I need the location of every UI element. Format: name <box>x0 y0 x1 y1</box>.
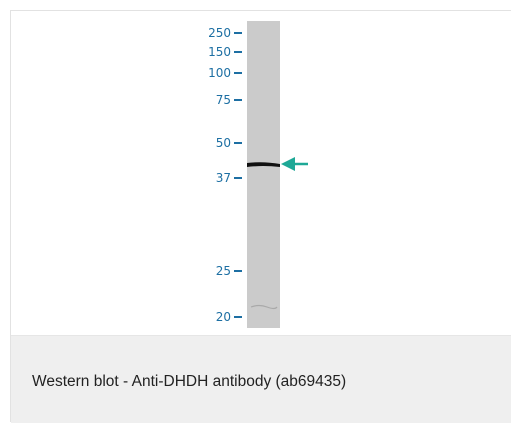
protein-band <box>247 162 280 167</box>
marker-label-20: 20 <box>216 310 231 324</box>
marker-label-150: 150 <box>208 45 231 59</box>
caption-box: Western blot - Anti-DHDH antibody (ab694… <box>11 335 511 423</box>
marker-label-25: 25 <box>216 264 231 278</box>
western-blot-image: 250 150 100 75 50 37 25 20 <box>11 11 511 335</box>
marker-label-50: 50 <box>216 136 231 150</box>
figure-card: 250 150 100 75 50 37 25 20 Western blot … <box>10 10 511 423</box>
band-arrow-icon <box>281 157 308 171</box>
marker-label-100: 100 <box>208 66 231 80</box>
blot-svg: 250 150 100 75 50 37 25 20 <box>208 21 308 328</box>
marker-label-75: 75 <box>216 93 231 107</box>
figure-caption: Western blot - Anti-DHDH antibody (ab694… <box>32 373 347 390</box>
blot-lane <box>247 21 280 328</box>
mw-ladder: 250 150 100 75 50 37 25 20 <box>208 26 242 324</box>
marker-label-250: 250 <box>208 26 231 40</box>
marker-label-37: 37 <box>216 171 231 185</box>
faint-band <box>250 304 278 310</box>
